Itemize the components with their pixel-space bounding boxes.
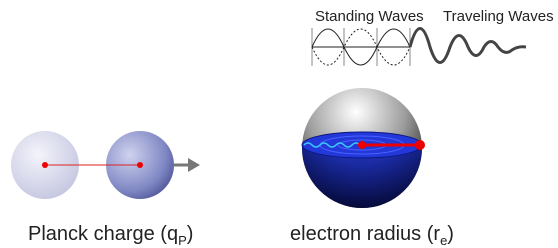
label-text: electron radius (r	[290, 223, 440, 245]
label-close: )	[187, 223, 194, 245]
label-close: )	[447, 223, 454, 245]
traveling-label: Traveling Waves	[443, 8, 554, 25]
traveling-wave	[410, 29, 526, 63]
label-text: Planck charge (q	[28, 223, 178, 245]
electron-label: electron radius (re)	[290, 223, 454, 248]
standing-wave	[312, 28, 410, 66]
label-sub: e	[440, 233, 447, 248]
electron	[302, 88, 425, 208]
label-sub: P	[178, 233, 187, 248]
planck-label: Planck charge (qP)	[28, 223, 193, 248]
diagram: Standing Waves Traveling Waves Planck ch…	[0, 0, 558, 248]
wave-labels: Standing Waves Traveling Waves	[315, 8, 554, 25]
standing-label: Standing Waves	[315, 8, 424, 25]
planck-charge	[11, 131, 200, 199]
